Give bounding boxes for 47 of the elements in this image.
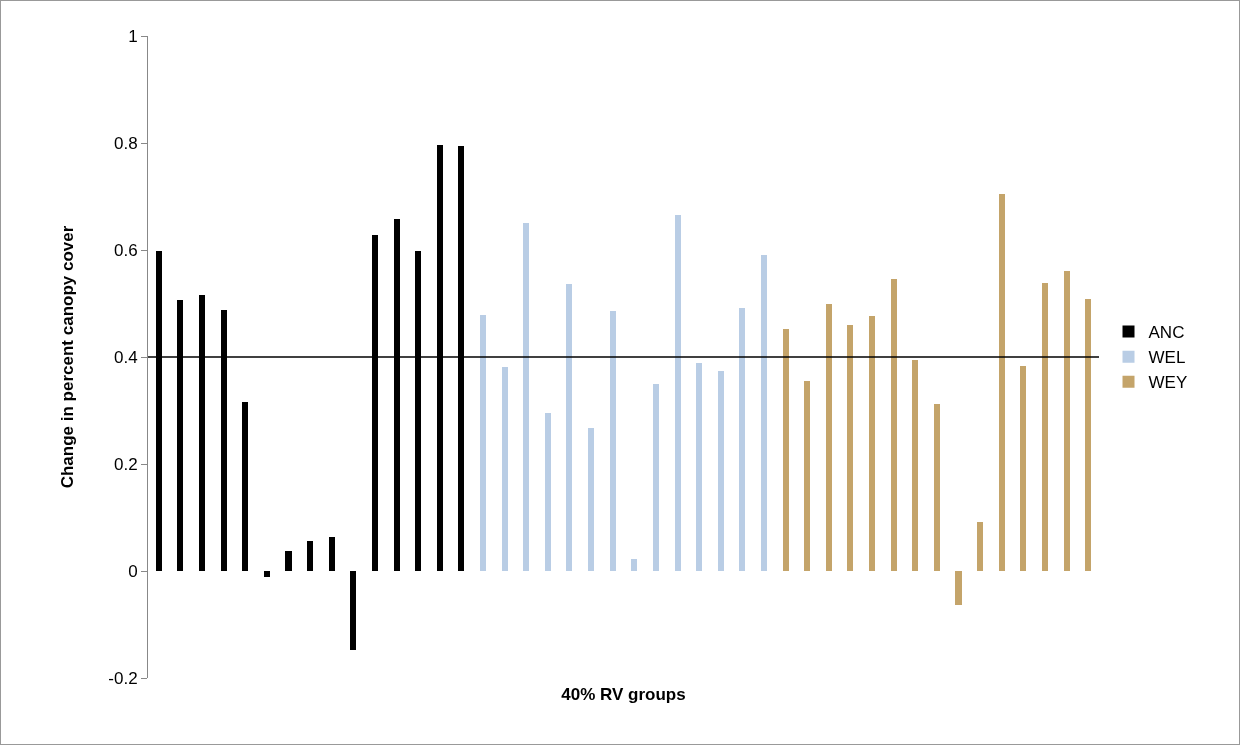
bar — [480, 315, 486, 571]
bar — [329, 537, 335, 571]
bar — [718, 371, 724, 571]
bar — [523, 223, 529, 571]
bar — [285, 551, 292, 571]
y-tick-label: 1 — [128, 26, 138, 46]
bar — [242, 402, 248, 571]
bar — [891, 279, 897, 571]
bar — [566, 284, 572, 571]
bar — [783, 329, 789, 571]
bar — [502, 367, 508, 571]
bar — [804, 381, 810, 571]
bar — [675, 215, 681, 571]
bar — [761, 255, 767, 571]
y-tick-label: 0 — [128, 561, 138, 581]
bar — [1085, 299, 1091, 571]
bar — [264, 571, 270, 577]
y-axis-title: Change in percent canopy cover — [57, 225, 77, 489]
bar — [847, 325, 853, 571]
bar — [1042, 283, 1048, 571]
bar — [739, 308, 745, 571]
bar — [955, 571, 962, 605]
y-tick-label: 0.2 — [113, 454, 138, 474]
bar — [977, 522, 983, 571]
bar — [350, 571, 356, 650]
bar — [631, 559, 637, 571]
bar — [545, 413, 551, 571]
bar — [696, 363, 702, 571]
legend-label: WEY — [1148, 373, 1188, 393]
bar — [1020, 366, 1026, 571]
y-tick-label: 0.4 — [113, 347, 138, 367]
bar — [588, 428, 594, 571]
y-tick-label: 0.8 — [113, 133, 138, 153]
x-axis-title: 40% RV groups — [561, 685, 686, 705]
bar — [999, 194, 1005, 571]
bar — [912, 360, 918, 571]
bar — [610, 311, 616, 571]
y-tick-label: 0.6 — [113, 240, 138, 260]
bar — [826, 304, 832, 571]
bar — [934, 404, 940, 571]
y-tick-label: -0.2 — [108, 668, 138, 688]
bar — [869, 316, 875, 571]
legend-label: ANC — [1148, 323, 1185, 343]
bar — [307, 541, 313, 571]
legend-label: WEL — [1148, 348, 1186, 368]
bar — [653, 384, 659, 571]
bar — [1064, 271, 1070, 571]
